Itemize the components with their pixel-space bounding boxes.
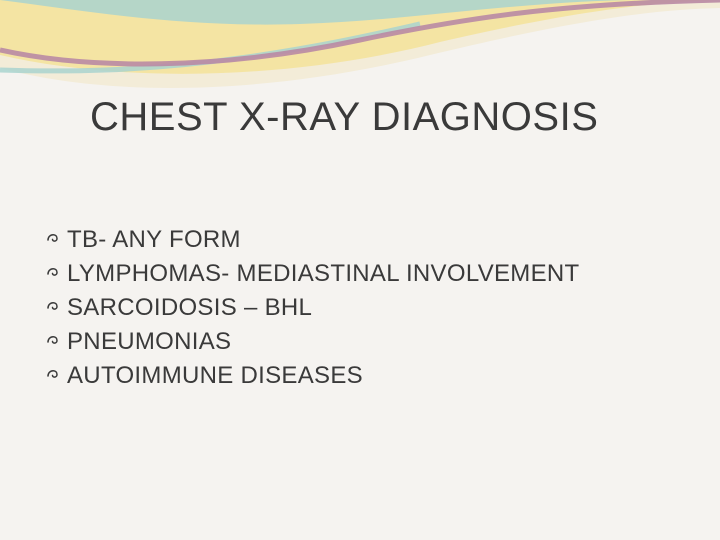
- list-item: AUTOIMMUNE DISEASES: [45, 361, 685, 391]
- bullet-swirl-icon: [45, 259, 67, 289]
- bullet-text: TB- ANY FORM: [67, 225, 241, 255]
- bullet-swirl-icon: [45, 361, 67, 391]
- bullet-swirl-icon: [45, 293, 67, 323]
- bullet-text: SARCOIDOSIS – BHL: [67, 293, 312, 323]
- decorative-swoosh: [0, 0, 720, 110]
- bullet-swirl-icon: [45, 327, 67, 357]
- bullet-text: AUTOIMMUNE DISEASES: [67, 361, 363, 391]
- list-item: LYMPHOMAS- MEDIASTINAL INVOLVEMENT: [45, 259, 685, 289]
- list-item: SARCOIDOSIS – BHL: [45, 293, 685, 323]
- bullet-swirl-icon: [45, 225, 67, 255]
- bullet-text: LYMPHOMAS- MEDIASTINAL INVOLVEMENT: [67, 259, 580, 289]
- bullet-list: TB- ANY FORM LYMPHOMAS- MEDIASTINAL INVO…: [45, 225, 685, 395]
- bullet-text: PNEUMONIAS: [67, 327, 231, 357]
- list-item: TB- ANY FORM: [45, 225, 685, 255]
- list-item: PNEUMONIAS: [45, 327, 685, 357]
- slide-title: CHEST X-RAY DIAGNOSIS: [90, 95, 598, 140]
